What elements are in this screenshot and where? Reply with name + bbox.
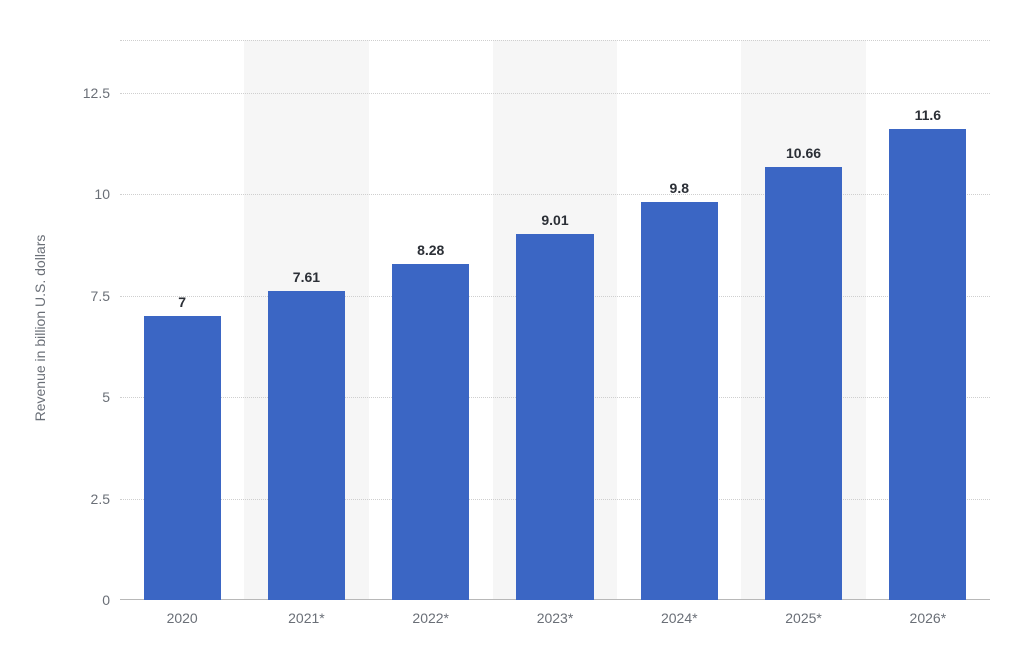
x-tick-label: 2025* [785, 600, 822, 626]
gridline [120, 40, 990, 41]
x-tick-label: 2023* [537, 600, 574, 626]
bar-value-label: 7.61 [293, 269, 320, 291]
y-axis-label: Revenue in billion U.S. dollars [32, 235, 48, 422]
bar[interactable]: 8.28 [392, 264, 469, 600]
x-tick-label: 2020 [167, 600, 198, 626]
y-tick-label: 7.5 [91, 288, 120, 304]
bar[interactable]: 9.8 [641, 202, 718, 600]
bar-value-label: 9.8 [670, 180, 689, 202]
x-tick-label: 2024* [661, 600, 698, 626]
bar[interactable]: 7 [144, 316, 221, 600]
x-tick-label: 2026* [910, 600, 947, 626]
y-tick-label: 2.5 [91, 491, 120, 507]
bar[interactable]: 9.01 [516, 234, 593, 600]
x-tick-label: 2022* [412, 600, 449, 626]
gridline [120, 93, 990, 94]
bar-value-label: 7 [178, 294, 186, 316]
bar-value-label: 8.28 [417, 242, 444, 264]
y-tick-label: 0 [102, 592, 120, 608]
bar-value-label: 9.01 [541, 212, 568, 234]
bar[interactable]: 7.61 [268, 291, 345, 600]
x-tick-label: 2021* [288, 600, 325, 626]
bar[interactable]: 10.66 [765, 167, 842, 600]
plot-area: 02.557.51012.5720207.612021*8.282022*9.0… [120, 40, 990, 600]
y-tick-label: 5 [102, 389, 120, 405]
bar-value-label: 11.6 [915, 107, 941, 129]
gridline [120, 194, 990, 195]
bar-value-label: 10.66 [786, 145, 821, 167]
y-tick-label: 12.5 [83, 85, 120, 101]
bar[interactable]: 11.6 [889, 129, 966, 600]
chart-container: Revenue in billion U.S. dollars 02.557.5… [0, 0, 1024, 659]
y-tick-label: 10 [94, 186, 120, 202]
